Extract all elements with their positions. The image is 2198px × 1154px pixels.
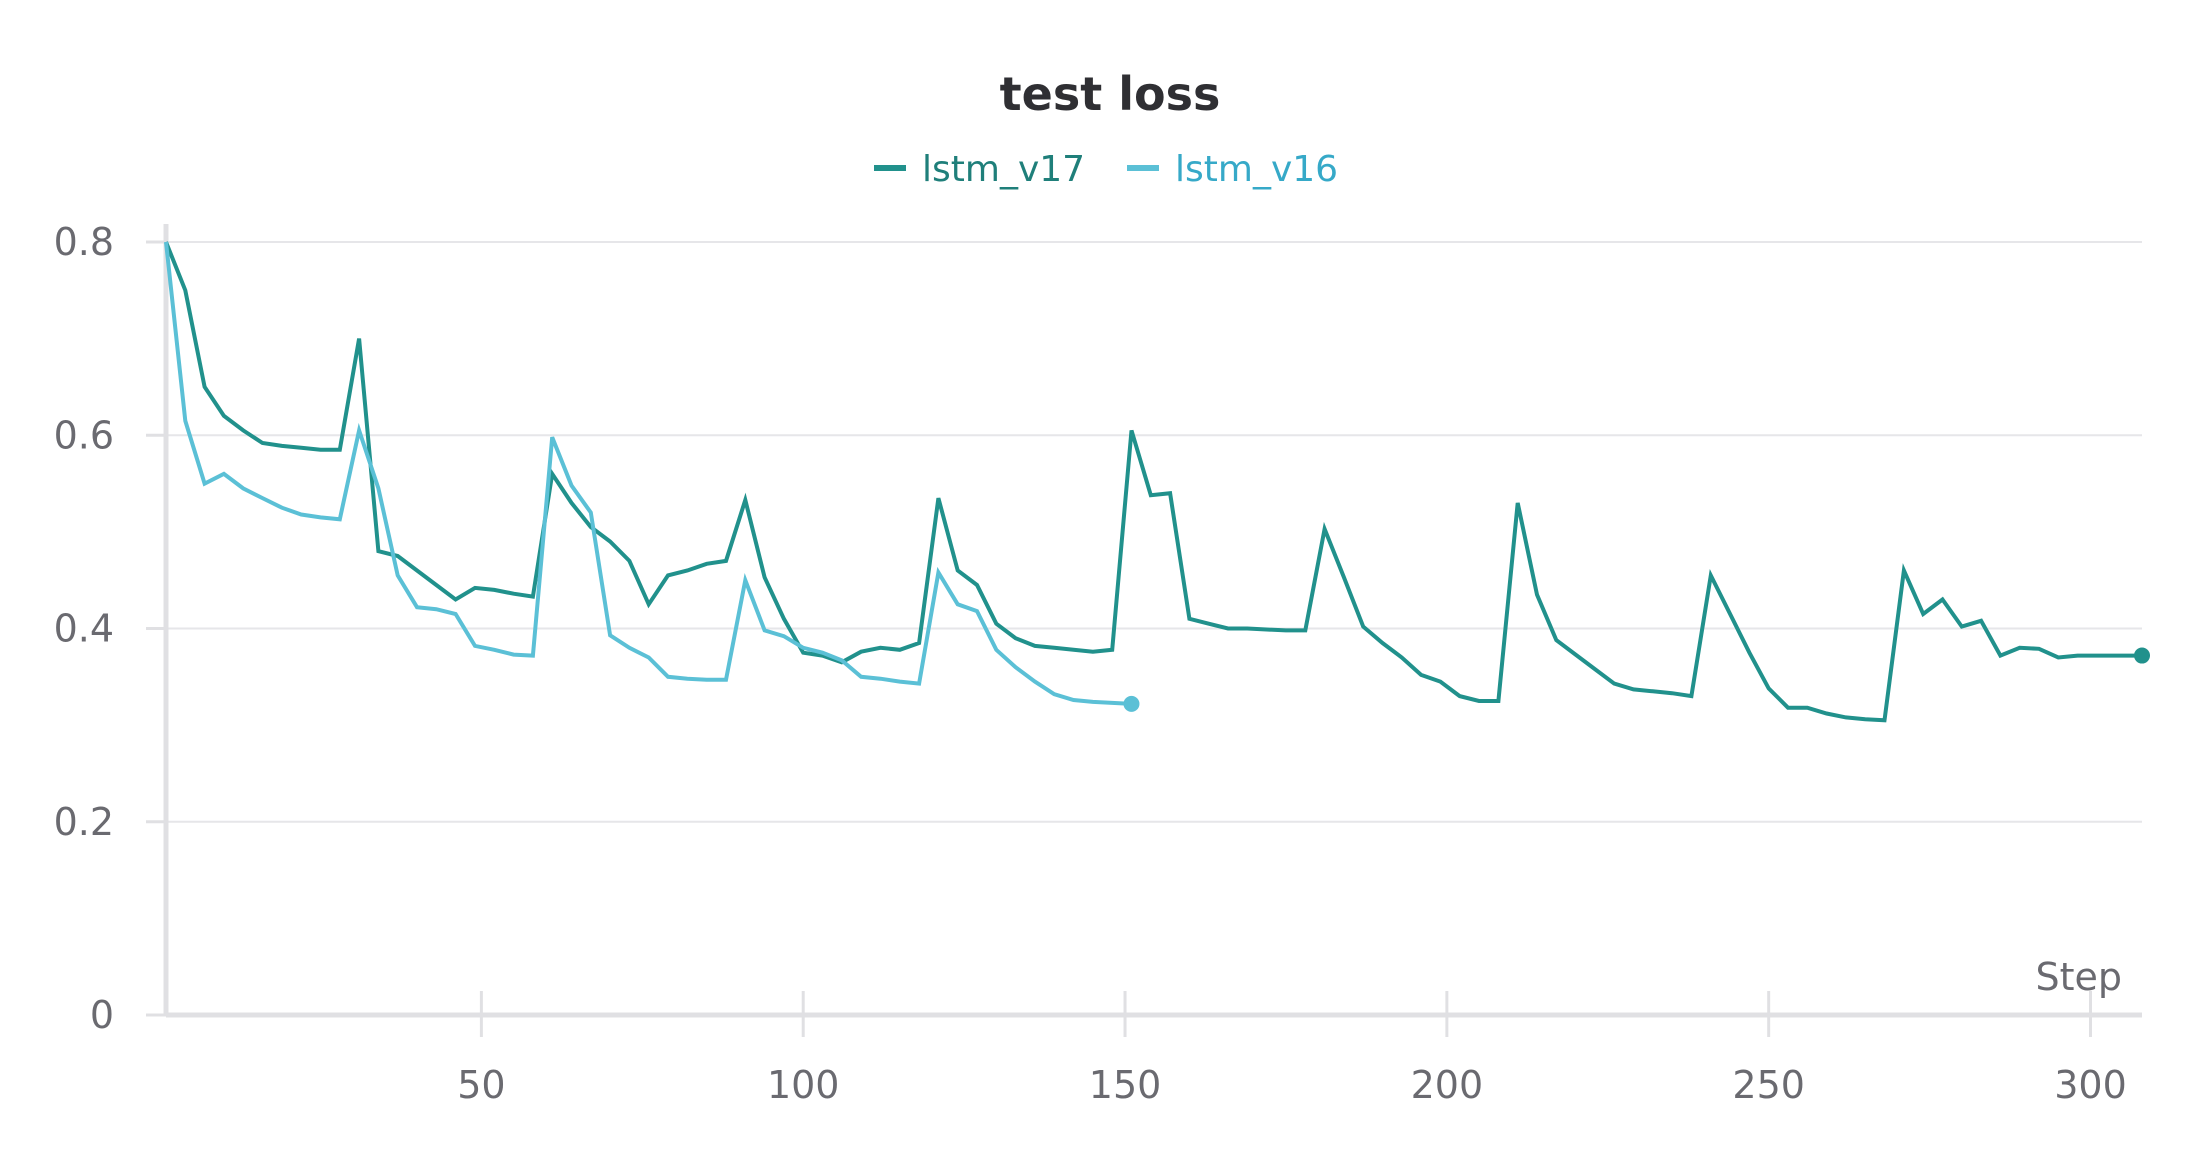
- x-tick-label: 250: [1732, 1063, 1805, 1107]
- series-layer: [164, 241, 2150, 723]
- y-tick-label: 0.2: [54, 800, 114, 844]
- grid-lines: [166, 241, 2142, 823]
- y-tick-label: 0.4: [54, 607, 114, 651]
- y-tick-label: 0: [90, 993, 114, 1037]
- y-axis-ticks: 0 0.2 0.4 0.6 0.8: [54, 220, 166, 1037]
- legend: lstm_v17 lstm_v16: [874, 149, 1338, 190]
- series-line-lstm_v16: [164, 241, 1132, 706]
- series-line-lstm_v17: [164, 241, 2142, 723]
- legend-item-lstm_v16[interactable]: lstm_v16: [1127, 149, 1338, 190]
- legend-label: lstm_v17: [922, 149, 1085, 190]
- series-end-marker-lstm_v16: [1123, 695, 1140, 712]
- x-tick-label: 200: [1411, 1063, 1484, 1107]
- x-axis-label: Step: [2035, 955, 2122, 999]
- legend-label: lstm_v16: [1175, 149, 1338, 190]
- x-tick-label: 50: [457, 1063, 505, 1107]
- series-end-marker-lstm_v17: [2134, 647, 2150, 664]
- y-tick-label: 0.8: [54, 220, 114, 264]
- y-tick-label: 0.6: [54, 413, 114, 457]
- x-axis-ticks: 50 100 150 200 250 300: [457, 991, 2127, 1107]
- x-tick-label: 100: [767, 1063, 840, 1107]
- chart-title: test loss: [1000, 67, 1221, 121]
- axes: [163, 224, 2142, 1018]
- x-tick-label: 300: [2054, 1063, 2127, 1107]
- legend-item-lstm_v17[interactable]: lstm_v17: [874, 149, 1085, 190]
- x-tick-label: 150: [1089, 1063, 1162, 1107]
